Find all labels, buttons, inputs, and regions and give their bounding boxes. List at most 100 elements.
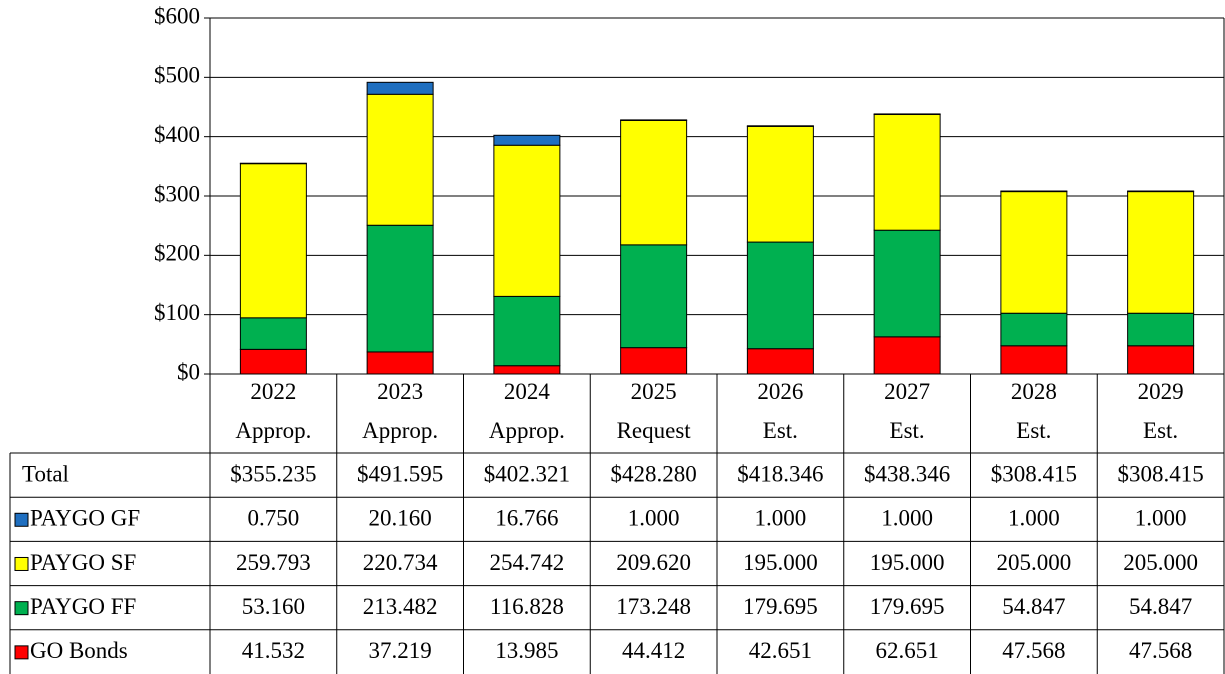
- table-cell: $418.346: [737, 461, 823, 486]
- y-tick-label: $600: [154, 3, 200, 28]
- legend-marker: [14, 556, 29, 571]
- bar-segment: [873, 229, 941, 338]
- table-cell: 1.000: [755, 506, 807, 531]
- bar-segment: [620, 347, 688, 375]
- row-label: PAYGO GF: [30, 506, 140, 531]
- bar-segment: [1127, 191, 1195, 314]
- table-cell: 259.793: [236, 550, 311, 575]
- row-label: PAYGO SF: [30, 550, 136, 575]
- bar-segment: [620, 119, 688, 246]
- bar-segment: [366, 93, 434, 226]
- y-tick-label: $400: [154, 122, 200, 147]
- table-cell: 195.000: [870, 550, 945, 575]
- bar-segment: [366, 351, 434, 375]
- table-cell: 179.695: [743, 594, 818, 619]
- legend-marker: [14, 645, 29, 660]
- bar-segment: [1127, 190, 1195, 193]
- row-label: Total: [22, 461, 69, 486]
- category-line: 2023: [377, 379, 423, 404]
- category-line: 2028: [1011, 379, 1057, 404]
- category-label: 2028 Est.: [1011, 379, 1057, 443]
- bar-segment: [620, 119, 688, 121]
- category-line: Est.: [890, 418, 925, 443]
- category-line: 2022: [250, 379, 296, 404]
- table-cell: 220.734: [363, 550, 438, 575]
- table-cell: 16.766: [495, 506, 558, 531]
- row-label: PAYGO FF: [30, 594, 136, 619]
- bar-segment: [493, 295, 561, 367]
- table-cell: 254.742: [490, 550, 565, 575]
- table-cell: 47.568: [1002, 638, 1065, 663]
- table-cell: 13.985: [495, 638, 558, 663]
- category-line: Est.: [1016, 418, 1051, 443]
- category-label: 2026 Est.: [757, 379, 803, 443]
- table-cell: 205.000: [1123, 550, 1198, 575]
- bar-segment: [1000, 190, 1068, 193]
- table-cell: 37.219: [369, 638, 432, 663]
- category-line: 2029: [1138, 379, 1184, 404]
- bar-segment: [493, 144, 561, 297]
- table-cell: $438.346: [864, 461, 950, 486]
- bar-segment: [746, 125, 814, 127]
- category-label: 2024 Approp.: [489, 379, 565, 443]
- bar-segment: [239, 317, 307, 350]
- category-label: 2022 Approp.: [235, 379, 311, 443]
- bar-segment: [1127, 312, 1195, 347]
- category-line: Approp.: [235, 418, 311, 443]
- table-cell: 53.160: [242, 594, 305, 619]
- table-cell: 20.160: [369, 506, 432, 531]
- table-cell: 47.568: [1129, 638, 1192, 663]
- y-tick-label: $200: [154, 241, 200, 266]
- table-cell: 173.248: [616, 594, 691, 619]
- table-cell: $428.280: [611, 461, 697, 486]
- bar-segment: [1000, 345, 1068, 375]
- bar-segment: [873, 336, 941, 375]
- y-tick-label: $300: [154, 181, 200, 206]
- bar-segment: [873, 114, 941, 231]
- table-cell: 0.750: [248, 506, 300, 531]
- category-line: Est.: [763, 418, 798, 443]
- table-cell: $308.415: [991, 461, 1077, 486]
- table-cell: 1.000: [1008, 506, 1060, 531]
- table-cell: 209.620: [616, 550, 691, 575]
- bar-segment: [746, 241, 814, 350]
- table-cell: 44.412: [622, 638, 685, 663]
- category-label: 2025 Request: [617, 379, 692, 443]
- bar-segment: [239, 348, 307, 375]
- y-tick-label: $0: [177, 359, 200, 384]
- category-line: 2026: [757, 379, 803, 404]
- table-cell: 213.482: [363, 594, 438, 619]
- category-line: Approp.: [362, 418, 438, 443]
- table-cell: $402.321: [484, 461, 570, 486]
- row-label: GO Bonds: [30, 638, 128, 663]
- table-cell: 179.695: [870, 594, 945, 619]
- table-cell: $308.415: [1118, 461, 1204, 486]
- bar-segment: [366, 81, 434, 95]
- bar-segment: [746, 125, 814, 243]
- category-label: 2023 Approp.: [362, 379, 438, 443]
- table-cell: $355.235: [230, 461, 316, 486]
- bar-segment: [493, 365, 561, 375]
- y-tick-label: $500: [154, 63, 200, 88]
- bar-segment: [1127, 345, 1195, 375]
- bar-segment: [1000, 312, 1068, 347]
- bar-segment: [620, 244, 688, 349]
- table-cell: 62.651: [876, 638, 939, 663]
- category-line: Est.: [1143, 418, 1178, 443]
- bar-segment: [493, 134, 561, 146]
- table-cell: 195.000: [743, 550, 818, 575]
- category-line: Approp.: [489, 418, 565, 443]
- category-line: 2024: [504, 379, 551, 404]
- table-cell: 42.651: [749, 638, 812, 663]
- table-cell: 116.828: [490, 594, 564, 619]
- category-line: 2025: [631, 379, 677, 404]
- table-cell: $491.595: [357, 461, 443, 486]
- table-cell: 54.847: [1002, 594, 1065, 619]
- legend-marker: [14, 512, 29, 527]
- bar-segment: [366, 224, 434, 353]
- bar-segment: [873, 113, 941, 116]
- legend-marker: [14, 601, 29, 616]
- bar-segment: [1000, 191, 1068, 314]
